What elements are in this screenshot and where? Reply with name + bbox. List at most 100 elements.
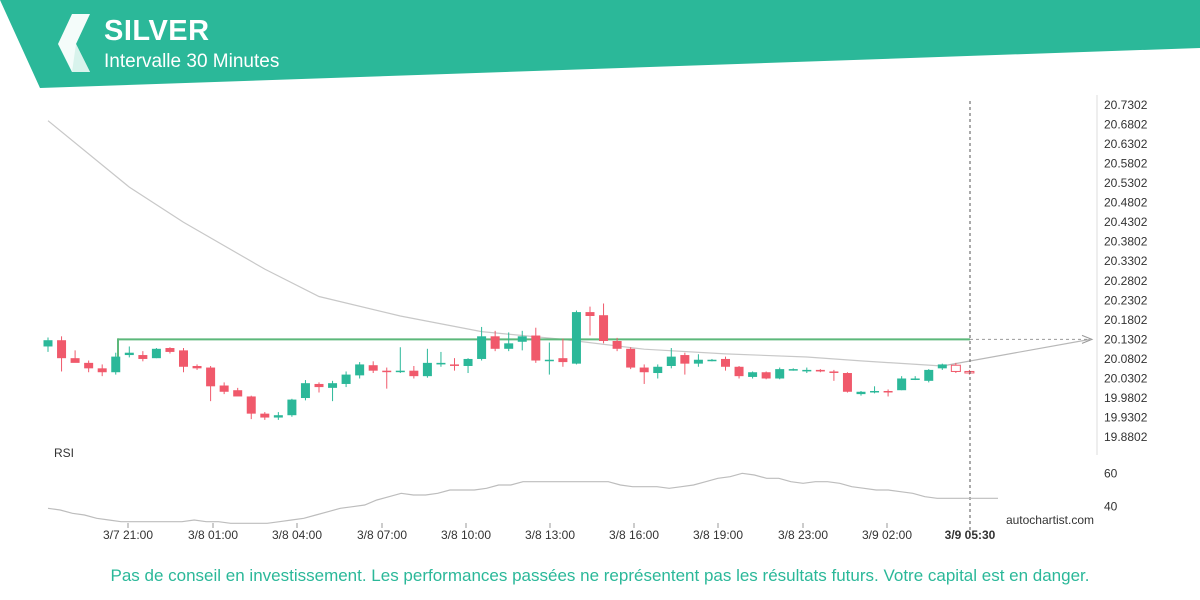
candle-body	[246, 396, 256, 414]
rsi-tick-label: 40	[1104, 500, 1118, 514]
candle-body	[653, 366, 663, 374]
candle-body	[748, 372, 758, 377]
y-tick-label: 20.4302	[1104, 215, 1148, 229]
candle-body	[544, 359, 554, 362]
candle-body	[477, 336, 487, 359]
y-tick-label: 20.1302	[1104, 332, 1148, 346]
y-tick-label: 20.2302	[1104, 293, 1148, 307]
y-tick-label: 20.6802	[1104, 118, 1148, 132]
candle-body	[788, 369, 798, 371]
candle-body	[504, 343, 514, 349]
y-tick-label: 19.9302	[1104, 410, 1148, 424]
candle-body	[626, 348, 636, 368]
x-tick-label: 3/8 19:00	[693, 528, 743, 542]
x-tick-label: 3/9 02:00	[862, 528, 912, 542]
candle-body	[666, 356, 676, 366]
candle-body	[585, 312, 595, 316]
rsi-line	[47, 472, 998, 524]
candle-body	[138, 355, 148, 359]
disclaimer-text: Pas de conseil en investissement. Les pe…	[110, 566, 1090, 585]
x-tick-label: 3/8 01:00	[188, 528, 238, 542]
x-tick-label: 3/8 13:00	[525, 528, 575, 542]
rsi-label: RSI	[54, 446, 74, 460]
x-tick-label: 3/8 10:00	[441, 528, 491, 542]
candle-body	[395, 370, 405, 373]
candle-body	[829, 371, 839, 373]
candle-body	[680, 355, 690, 364]
x-tick-label: 3/8 23:00	[778, 528, 828, 542]
y-tick-label: 20.3302	[1104, 254, 1148, 268]
candle-body	[341, 374, 351, 384]
candle-body	[97, 368, 107, 373]
price-chart: 20.7302 20.6802 20.6302 20.5802 20.5302 20.48…	[43, 95, 1148, 542]
candle-body	[287, 399, 297, 416]
x-tick-label: 3/7 21:00	[103, 528, 153, 542]
symbol-title: SILVER	[104, 15, 210, 47]
candle-body	[43, 340, 53, 347]
candle-body	[355, 364, 365, 376]
candle-body	[734, 366, 744, 377]
candle-body	[558, 358, 568, 363]
candle-body	[707, 359, 717, 362]
candle-body	[300, 383, 310, 399]
candle-body	[870, 390, 880, 393]
candle-body	[639, 367, 649, 373]
y-tick-label: 20.4802	[1104, 196, 1148, 210]
y-tick-label: 20.0302	[1104, 371, 1148, 385]
x-tick-label: 3/8 07:00	[357, 528, 407, 542]
candle-body	[463, 358, 473, 366]
candle-body	[151, 348, 161, 359]
y-tick-label: 20.5302	[1104, 176, 1148, 190]
candle-body	[775, 369, 785, 379]
candle-body	[111, 356, 121, 373]
candle-body	[883, 390, 893, 393]
candle-body	[897, 378, 907, 391]
y-tick-label: 19.9802	[1104, 391, 1148, 405]
header-banner: SILVER Intervalle 30 Minutes	[0, 0, 1200, 90]
y-tick-label: 20.6302	[1104, 137, 1148, 151]
candle-body	[219, 385, 229, 392]
candle-body	[192, 365, 202, 369]
candle-body	[382, 370, 392, 373]
x-tick-label: 3/8 04:00	[272, 528, 322, 542]
candle-body	[422, 362, 432, 377]
candle-body	[517, 336, 527, 342]
candle-body	[450, 364, 459, 366]
y-tick-label: 20.2802	[1104, 274, 1148, 288]
autochartist-logo-icon	[58, 14, 90, 72]
candle-body	[531, 335, 541, 361]
candle-body	[165, 348, 175, 352]
candle-body	[815, 369, 825, 372]
candle-body	[910, 378, 920, 380]
level-arrow-head	[1081, 334, 1094, 344]
candle-body	[314, 383, 324, 388]
candle-body	[842, 373, 852, 392]
forecast-candle-body	[964, 370, 975, 374]
x-tick-label: 3/8 16:00	[609, 528, 659, 542]
candle-body	[273, 415, 283, 418]
candle-body	[761, 372, 771, 379]
y-tick-label: 20.7302	[1104, 98, 1148, 112]
candle-body	[937, 364, 947, 369]
candle-body	[124, 352, 134, 356]
candle-body	[57, 340, 67, 359]
candle-body	[612, 340, 622, 349]
candle-body	[84, 362, 94, 369]
candle-body	[856, 391, 866, 395]
candle-body	[924, 369, 934, 381]
candle-body	[693, 359, 703, 364]
rsi-tick-label: 60	[1104, 466, 1118, 480]
candle-body	[260, 413, 270, 418]
candle-body	[571, 312, 581, 364]
y-tick-label: 20.5802	[1104, 157, 1148, 171]
candle-body	[721, 358, 730, 367]
y-tick-label: 20.3802	[1104, 235, 1148, 249]
y-tick-label: 20.1802	[1104, 313, 1148, 327]
header-background	[0, 0, 1200, 88]
highlight-time-label: 3/9 05:30	[945, 528, 996, 542]
watermark-text: autochartist.com	[1006, 513, 1094, 527]
interval-subtitle: Intervalle 30 Minutes	[104, 51, 280, 72]
projection-line	[942, 338, 1091, 367]
candle-body	[802, 369, 812, 372]
y-tick-label: 19.8802	[1104, 430, 1148, 444]
